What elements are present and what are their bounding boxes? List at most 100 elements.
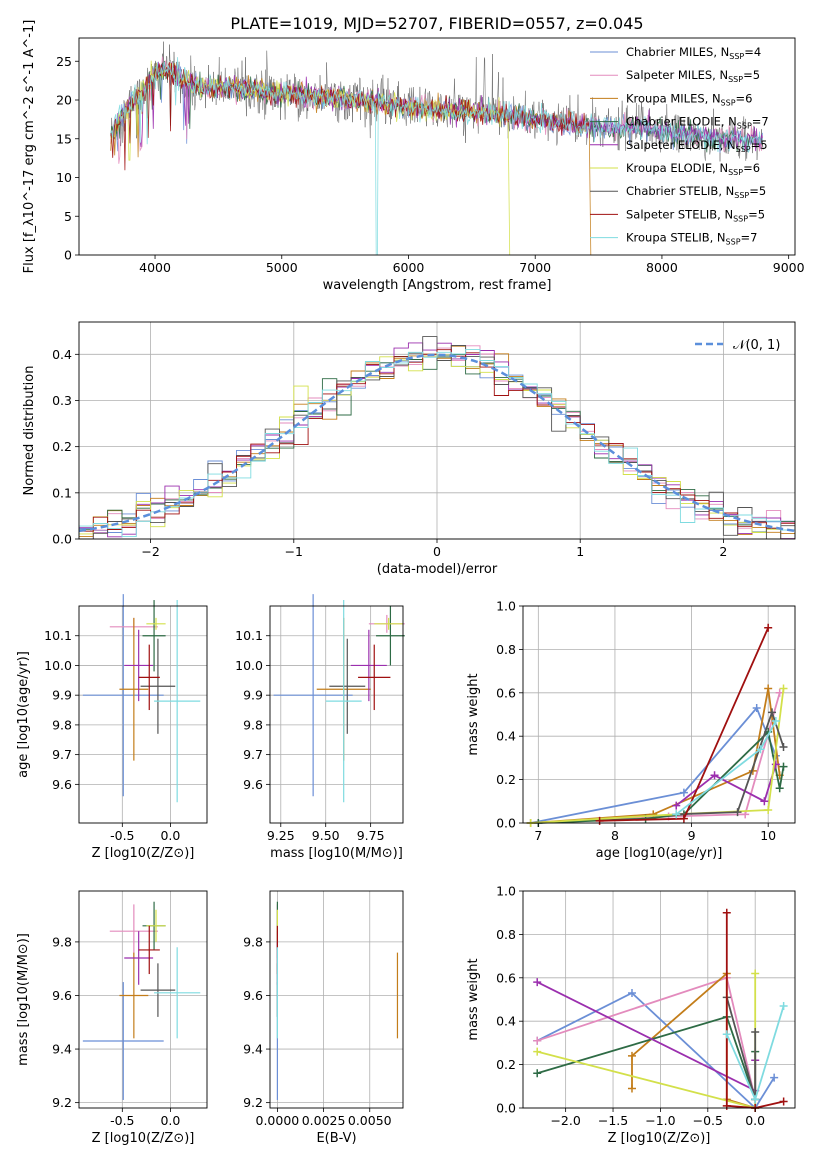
y-axis-label: mass [log10(M/M⊙)]: [16, 933, 31, 1066]
y-tick-label: 9.9: [243, 688, 263, 703]
x-tick-label: 0.0: [745, 1113, 765, 1128]
x-tick-label: 9.50: [312, 828, 340, 843]
y-tick-label: 9.4: [52, 1042, 72, 1057]
y-axis-label: Normed distribution: [22, 366, 37, 496]
legend-name: Kroupa ELODIE, N: [626, 161, 728, 175]
y-tick-label: 10.0: [44, 658, 72, 673]
spectrum-series-line: [110, 57, 763, 255]
legend-name: Kroupa STELIB, N: [626, 231, 726, 245]
massweight-line: [675, 764, 777, 807]
massweight-marker: [533, 1047, 542, 1056]
x-axis-label: mass [log10(M/M⊙)]: [270, 846, 403, 861]
y-tick-label: 0.2: [496, 772, 516, 787]
x-tick-label: -0.5: [110, 828, 134, 843]
y-tick-label: 9.6: [52, 777, 72, 792]
legend-entry: Kroupa ELODIE, NSSP=6: [626, 161, 760, 177]
y-tick-label: 0: [64, 248, 72, 263]
y-tick-label: 0.0: [496, 1101, 516, 1116]
legend-nssp: =6: [743, 161, 760, 175]
y-tick-label: 1.0: [496, 884, 516, 899]
y-tick-label: 20: [56, 93, 72, 108]
massweight-marker: [595, 816, 604, 825]
legend-name: Chabrier STELIB, N: [626, 184, 734, 198]
massweight-marker: [771, 717, 780, 726]
y-tick-label: 9.6: [243, 988, 263, 1003]
massweight-marker: [533, 978, 542, 987]
axes-frame: [269, 605, 404, 824]
x-tick-label: 9000: [773, 260, 805, 275]
x-axis-label: E(B-V): [316, 1131, 356, 1146]
y-axis-label: mass weight: [466, 673, 481, 755]
y-tick-label: 9.8: [243, 717, 263, 732]
legend-name: Salpeter STELIB, N: [626, 207, 733, 221]
legend-entry: Salpeter MILES, NSSP=5: [626, 68, 760, 84]
legend-nssp: =7: [741, 231, 758, 245]
massweight-marker: [722, 908, 731, 917]
legend-name: Salpeter ELODIE, N: [626, 138, 736, 152]
legend-entry: Kroupa STELIB, NSSP=7: [626, 231, 757, 247]
legend-subscript: SSP: [728, 168, 743, 177]
massweight-marker: [760, 797, 769, 806]
x-tick-label: −2: [141, 544, 159, 559]
massweight-line: [536, 976, 757, 1100]
legend-name: Salpeter MILES, N: [626, 68, 728, 82]
x-tick-label: 10: [760, 828, 776, 843]
massweight-marker: [672, 810, 681, 819]
massweight-marker: [751, 969, 760, 978]
spectrum-lines: [110, 41, 764, 255]
y-axis-label: mass weight: [466, 958, 481, 1040]
legend-subscript: SSP: [721, 98, 736, 107]
x-tick-label: 0.0: [160, 828, 180, 843]
y-tick-label: 0.0: [496, 816, 516, 831]
x-tick-label: 7000: [519, 260, 551, 275]
age-z-panel: -0.5 0.0 9.6 9.7 9.8 9.9 10.0 10.1 Z [log10(Z/Z⊙…: [16, 594, 208, 861]
massweight-marker: [627, 1084, 636, 1093]
legend-entry: Chabrier MILES, NSSP=4: [626, 45, 761, 61]
y-tick-label: 10: [56, 170, 72, 185]
x-tick-label: 5000: [266, 260, 298, 275]
x-tick-label: 0.0050: [348, 1113, 392, 1128]
massweight-marker: [764, 623, 773, 632]
massweight-line: [725, 912, 784, 1109]
x-tick-label: 9.75: [357, 828, 385, 843]
x-axis-label: Z [log10(Z/Z⊙)]: [608, 1131, 711, 1146]
massweight-marker: [764, 684, 773, 693]
massweight-line: [530, 688, 785, 824]
y-tick-label: 1.0: [496, 599, 516, 614]
massweight-marker: [533, 1036, 542, 1045]
x-tick-label: -0.5: [110, 1113, 134, 1128]
legend-subscript: SSP: [733, 214, 748, 223]
x-tick-label: 7: [534, 828, 542, 843]
y-tick-label: 9.6: [52, 988, 72, 1003]
legend-nssp: =5: [749, 184, 766, 198]
y-tick-label: 25: [56, 54, 72, 69]
x-axis-label: age [log10(age/yr)]: [596, 846, 723, 861]
massweight-marker: [768, 708, 777, 717]
legend-subscript: SSP: [737, 122, 752, 131]
massweight-line: [631, 971, 756, 1109]
x-axis-label: Z [log10(Z/Z⊙)]: [92, 846, 195, 861]
x-tick-label: 4000: [139, 260, 171, 275]
massweight-line: [530, 688, 781, 824]
legend-subscript: SSP: [728, 75, 743, 84]
y-tick-label: 9.7: [243, 747, 263, 762]
legend-name: Chabrier ELODIE, N: [626, 115, 737, 129]
x-tick-label: 0.0025: [302, 1113, 346, 1128]
y-tick-label: 0.4: [52, 347, 72, 362]
x-axis-label: (data-model)/error: [377, 562, 498, 577]
normal-curve: [78, 353, 796, 533]
hist-steps: [79, 336, 795, 539]
massweight-marker: [733, 808, 742, 817]
massweight-line: [676, 709, 785, 816]
legend-entry: Salpeter STELIB, NSSP=5: [626, 207, 765, 223]
x-tick-label: 9: [688, 828, 696, 843]
massweight-line: [536, 991, 775, 1110]
massweight-marker: [779, 1097, 788, 1106]
x-axis-label: Z [log10(Z/Z⊙)]: [92, 1131, 195, 1146]
y-tick-label: 9.6: [243, 777, 263, 792]
y-tick-label: 0.8: [496, 642, 516, 657]
massweight-marker: [779, 762, 788, 771]
mass-ebv-panel: 0.0000 0.0025 0.0050 9.2 9.4 9.6 9.8 E(B-V): [243, 890, 404, 1146]
y-tick-label: 10.1: [44, 628, 72, 643]
massweight-marker: [751, 1028, 760, 1037]
